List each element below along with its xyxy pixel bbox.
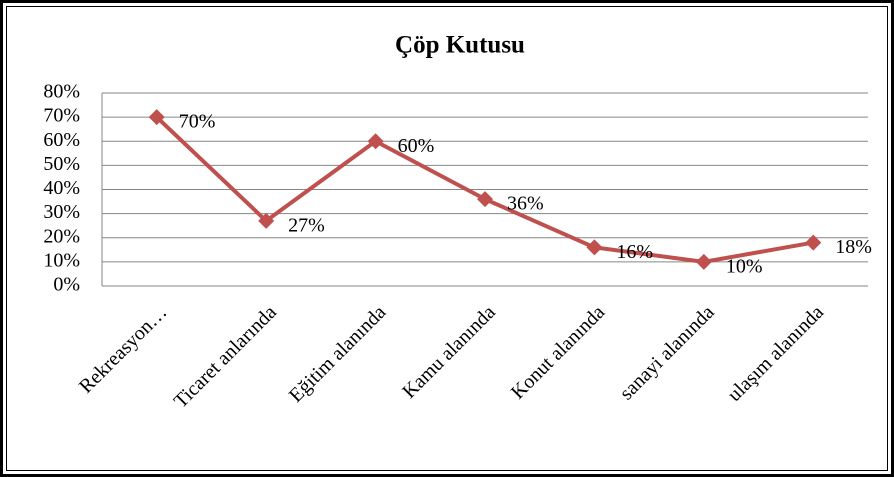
y-tick-label: 30% <box>43 201 80 223</box>
y-tick-label: 80% <box>43 81 80 103</box>
marker <box>586 239 603 256</box>
x-tick-label: Kamu alanında <box>398 301 500 403</box>
data-label: 18% <box>835 236 872 258</box>
inner-frame <box>6 6 888 471</box>
marker <box>367 133 384 150</box>
data-label: 16% <box>616 241 653 263</box>
marker <box>148 109 165 126</box>
data-label: 27% <box>288 214 325 236</box>
y-tick-label: 70% <box>43 105 80 127</box>
marker <box>695 253 712 270</box>
chart-title: Çöp Kutusu <box>395 32 525 59</box>
marker <box>258 212 275 229</box>
y-tick-label: 50% <box>43 153 80 175</box>
x-tick-label: ulaşım alanında <box>723 301 828 406</box>
x-tick-label: Ticaret anlarında <box>170 301 281 412</box>
x-tick-label: Konut alanında <box>507 301 609 403</box>
x-tick-label: Eğitim alanında <box>285 301 391 407</box>
marker <box>805 234 822 251</box>
y-tick-label: 20% <box>43 225 80 247</box>
y-tick-label: 0% <box>53 274 80 296</box>
data-label: 10% <box>726 255 763 277</box>
data-label: 60% <box>398 135 435 157</box>
y-tick-label: 60% <box>43 129 80 151</box>
x-tick-label: sanayi alanında <box>616 301 719 404</box>
data-label: 36% <box>507 193 544 215</box>
y-tick-label: 10% <box>43 249 80 271</box>
x-tick-label: Rekreasyon… <box>75 301 171 397</box>
y-tick-label: 40% <box>43 177 80 199</box>
data-label: 70% <box>179 111 216 133</box>
marker <box>477 191 493 208</box>
